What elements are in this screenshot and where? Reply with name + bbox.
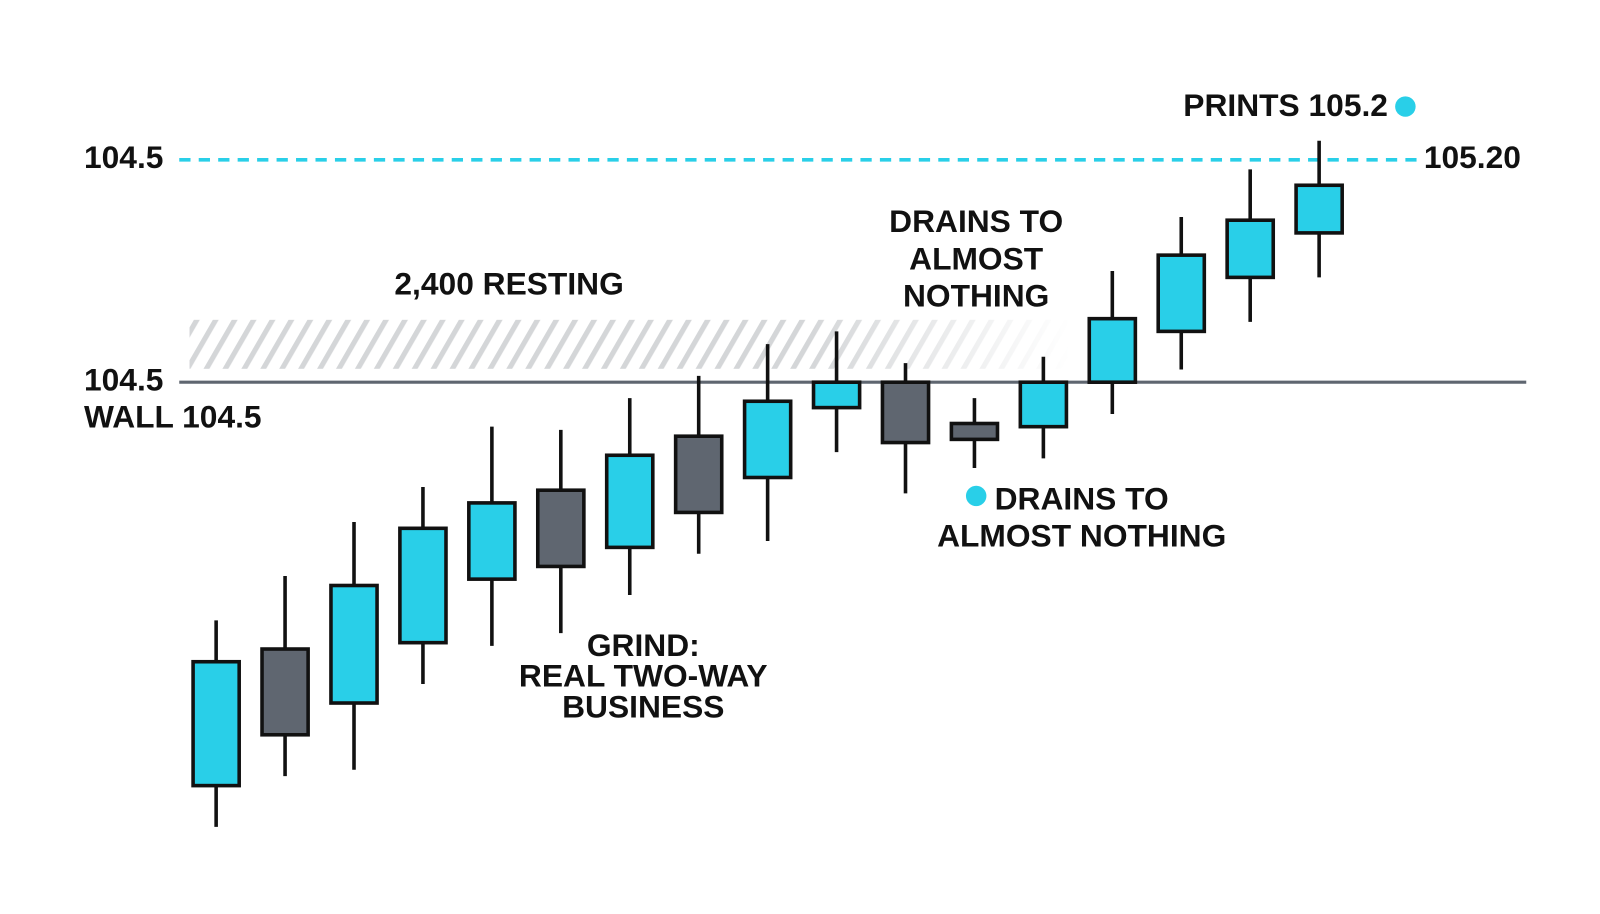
- annotation: DRAINS TO: [995, 480, 1169, 516]
- candle-body: [1018, 380, 1069, 429]
- candle-body: [398, 526, 448, 645]
- annotation: ALMOST NOTHING: [937, 517, 1226, 553]
- reference-label: WALL 104.5: [84, 398, 262, 434]
- resting-zone: [189, 319, 1071, 369]
- candle-body: [535, 488, 586, 569]
- candle-body: [1156, 253, 1207, 334]
- annotation: DRAINS TO: [889, 203, 1063, 239]
- candle-body: [949, 421, 1000, 442]
- candle-body: [467, 501, 517, 581]
- marker-dot: [965, 485, 987, 507]
- annotation: NOTHING: [903, 278, 1049, 314]
- annotation: PRINTS 105.2: [1183, 87, 1388, 123]
- candle-body: [260, 647, 310, 737]
- annotation: REAL TWO-WAY: [519, 658, 768, 694]
- candle-body: [604, 453, 655, 550]
- reference-label: 104.5: [84, 362, 163, 398]
- candle-body: [1294, 183, 1344, 235]
- annotation: BUSINESS: [562, 688, 724, 724]
- candle-body: [329, 583, 379, 705]
- candle-body: [673, 434, 724, 515]
- reference-label: 105.20: [1424, 139, 1521, 175]
- annotation: GRIND:: [587, 627, 700, 663]
- annotation: ALMOST: [909, 241, 1044, 277]
- marker-dot: [1395, 96, 1416, 117]
- reference-label: 104.5: [84, 139, 163, 175]
- annotation: 2,400 RESTING: [394, 265, 623, 301]
- label-bg: [1416, 139, 1530, 181]
- candle-body: [742, 399, 793, 480]
- candle-body: [811, 380, 862, 410]
- candle-body: [880, 380, 931, 445]
- candle-body: [1087, 316, 1138, 384]
- candle-body: [191, 659, 241, 788]
- candle-body: [1225, 218, 1276, 280]
